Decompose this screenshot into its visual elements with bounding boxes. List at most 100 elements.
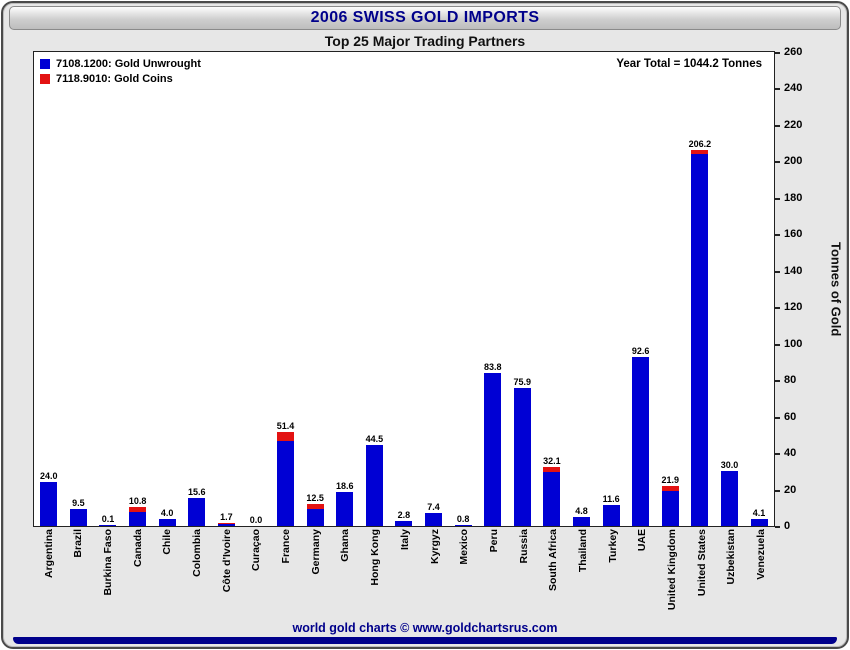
x-label-slot: Mexico	[450, 529, 480, 625]
x-label: Kyrgyz	[428, 529, 441, 565]
bar-segment-gold-unwrought	[188, 498, 206, 526]
y-tick-mark	[775, 88, 780, 91]
bar-value-label: 24.0	[40, 471, 58, 481]
x-label-slot: Colombia	[182, 529, 212, 625]
bar-segment-gold-unwrought	[129, 512, 147, 526]
bar-segment-gold-unwrought	[395, 521, 413, 526]
x-label: Turkey	[606, 529, 619, 563]
x-label: South Africa	[547, 529, 560, 592]
bar-slot: 4.1	[744, 52, 774, 526]
y-tick-mark	[775, 124, 780, 127]
x-label-slot: Côte d'Ivoire	[212, 529, 242, 625]
y-tick-label: 80	[784, 374, 797, 387]
bar-segment-gold-coins	[661, 486, 679, 491]
bar-slot: 7.4	[419, 52, 449, 526]
y-tick-mark	[775, 307, 780, 310]
y-tick-label: 160	[784, 228, 803, 241]
x-label: Colombia	[191, 529, 204, 577]
x-label: Thailand	[576, 529, 589, 573]
y-tick-mark	[775, 380, 780, 383]
y-tick-mark	[775, 234, 780, 237]
bar-segment-gold-unwrought	[336, 492, 354, 526]
bar-slot: 83.8	[478, 52, 508, 526]
x-label-slot: Ghana	[331, 529, 361, 625]
x-label: Côte d'Ivoire	[220, 529, 233, 593]
x-label: Peru	[487, 529, 500, 553]
bar-slot: 10.8	[123, 52, 153, 526]
x-label: Russia	[517, 529, 530, 564]
bar-slot: 92.6	[626, 52, 656, 526]
bar-value-label: 4.1	[752, 508, 766, 518]
bar-segment-gold-unwrought	[602, 505, 620, 526]
y-tick-label: 120	[784, 301, 803, 314]
bar-segment-gold-unwrought	[484, 373, 502, 526]
bar-slot: 75.9	[508, 52, 538, 526]
x-label-slot: Thailand	[568, 529, 598, 625]
legend-swatch-blue-icon	[40, 59, 50, 69]
x-label: Chile	[161, 529, 174, 555]
bar-slot: 4.8	[567, 52, 597, 526]
bar-value-label: 0.0	[249, 515, 263, 525]
chart-title-bar: 2006 SWISS GOLD IMPORTS	[9, 6, 841, 30]
y-tick-label: 140	[784, 264, 803, 277]
x-label-slot: UAE	[628, 529, 658, 625]
y-axis: 0 20 40 60 80 100 120 140 160 180 200 220 240 260	[775, 47, 815, 532]
bar-segment-gold-unwrought	[720, 471, 738, 526]
footer-credit: world gold charts © www.goldchartsrus.co…	[292, 621, 558, 635]
bar-value-label: 0.8	[456, 514, 470, 524]
bar-value-label: 32.1	[543, 456, 561, 466]
bar-value-label: 4.8	[575, 506, 588, 516]
bar-segment-gold-unwrought	[632, 357, 650, 526]
bar-segment-gold-unwrought	[454, 525, 472, 526]
bar-value-label: 12.5	[306, 493, 324, 503]
y-tick-mark	[775, 270, 780, 273]
year-total-annotation: Year Total = 1044.2 Tonnes	[616, 58, 762, 70]
x-label: Uzbekistan	[725, 529, 738, 585]
bar-segment-gold-unwrought	[277, 441, 295, 526]
y-tick-mark	[775, 489, 780, 492]
bar-slot: 15.6	[182, 52, 212, 526]
legend: 7108.1200: Gold Unwrought 7118.9010: Gol…	[40, 56, 201, 88]
bar-slot: 24.0	[34, 52, 64, 526]
y-tick-mark	[775, 52, 780, 54]
x-label: Italy	[398, 529, 411, 551]
bar-slot: 11.6	[596, 52, 626, 526]
bar-value-label: 2.8	[397, 510, 411, 520]
y-tick-label: 260	[784, 46, 803, 58]
bar-slot: 9.5	[64, 52, 94, 526]
legend-row-unwrought: 7108.1200: Gold Unwrought	[40, 58, 201, 70]
x-label-slot: Canada	[123, 529, 153, 625]
y-tick-mark	[775, 453, 780, 456]
bar-value-label: 1.7	[220, 512, 233, 522]
bar-segment-gold-unwrought	[661, 491, 679, 526]
bar-value-label: 92.6	[631, 346, 650, 356]
x-label-slot: Hong Kong	[361, 529, 391, 625]
chart-title: 2006 SWISS GOLD IMPORTS	[310, 9, 540, 26]
legend-row-coins: 7118.9010: Gold Coins	[40, 73, 201, 85]
x-label: Germany	[309, 529, 322, 575]
y-tick-label: 240	[784, 82, 803, 95]
x-label: Venezuela	[755, 529, 768, 580]
y-tick-mark	[775, 526, 780, 528]
bar-slot: 51.4	[271, 52, 301, 526]
bar-segment-gold-coins	[543, 467, 561, 472]
legend-label-unwrought: 7108.1200: Gold Unwrought	[56, 58, 201, 70]
bar-segment-gold-unwrought	[99, 525, 117, 526]
x-axis-labels: Argentina Brazil Burkina Faso Canada Chile Co…	[34, 529, 776, 625]
x-label-slot: South Africa	[539, 529, 569, 625]
bar-slot: 206.2	[685, 52, 715, 526]
bar-segment-gold-unwrought	[158, 519, 176, 526]
y-tick-label: 40	[784, 447, 797, 460]
x-label-slot: Uzbekistan	[717, 529, 747, 625]
x-label-slot: Italy	[390, 529, 420, 625]
x-label: Ghana	[339, 529, 352, 562]
x-label: Hong Kong	[369, 529, 382, 586]
bar-value-label: 11.6	[602, 494, 620, 504]
bar-segment-gold-unwrought	[40, 482, 58, 526]
plot-area: 24.0 9.5 0.1 10.8 4.0 15.6 1.7 0.0 51.4 12.5 18.6 4…	[33, 51, 775, 527]
bar-segment-gold-coins	[277, 432, 295, 441]
bar-slot: 30.0	[715, 52, 745, 526]
x-label-slot: Germany	[301, 529, 331, 625]
